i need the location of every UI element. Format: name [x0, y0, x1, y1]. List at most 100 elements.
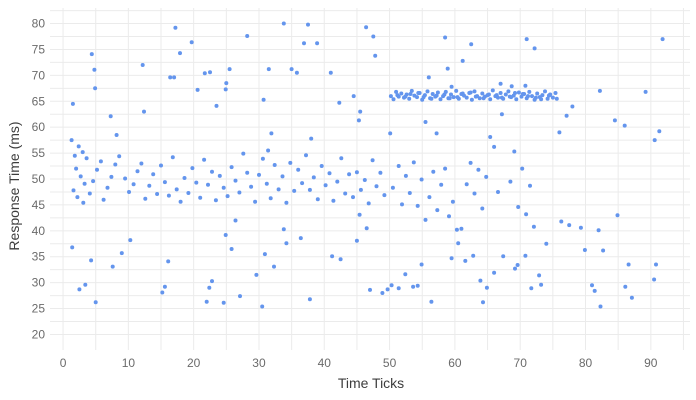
- data-point: [403, 94, 408, 99]
- data-point: [357, 212, 362, 217]
- data-point: [484, 174, 489, 179]
- data-point: [110, 264, 115, 269]
- data-point: [472, 89, 477, 94]
- data-point: [364, 226, 369, 231]
- data-point: [652, 138, 657, 143]
- data-point: [415, 283, 420, 288]
- data-point: [612, 118, 617, 123]
- data-point: [109, 174, 114, 179]
- data-point: [449, 256, 454, 261]
- data-point: [343, 191, 348, 196]
- data-point: [207, 285, 212, 290]
- data-point: [396, 286, 401, 291]
- data-point: [524, 37, 529, 42]
- data-point: [492, 270, 497, 275]
- data-point: [189, 40, 194, 45]
- data-point: [93, 300, 98, 305]
- data-point: [178, 51, 182, 56]
- data-point: [407, 191, 412, 195]
- data-point: [516, 205, 521, 209]
- data-point: [368, 287, 372, 292]
- data-point: [533, 95, 538, 100]
- data-point: [596, 228, 601, 233]
- data-point: [75, 195, 80, 200]
- data-point: [463, 258, 468, 263]
- data-point: [83, 282, 88, 287]
- data-point: [280, 174, 285, 179]
- data-point: [380, 291, 385, 295]
- data-point: [315, 41, 320, 46]
- data-point: [426, 75, 431, 80]
- data-point: [82, 181, 87, 186]
- data-point: [537, 273, 542, 278]
- data-point: [471, 253, 476, 258]
- data-point: [460, 58, 465, 63]
- data-point: [528, 183, 532, 188]
- data-point: [512, 149, 517, 154]
- data-point: [476, 167, 481, 172]
- data-point: [93, 86, 98, 91]
- data-point: [166, 193, 171, 198]
- data-point: [354, 238, 359, 243]
- y-tick-label: 30: [32, 276, 46, 290]
- data-point: [399, 91, 404, 96]
- data-point: [306, 22, 310, 27]
- data-point: [443, 166, 448, 171]
- data-point: [229, 165, 234, 170]
- data-point: [69, 138, 74, 143]
- data-point: [601, 248, 606, 253]
- data-point: [652, 277, 657, 282]
- data-point: [358, 187, 363, 192]
- data-point: [503, 92, 508, 97]
- data-point: [524, 212, 529, 217]
- data-point: [545, 96, 550, 101]
- data-point: [544, 241, 549, 246]
- data-point: [509, 84, 514, 89]
- data-point: [507, 94, 512, 99]
- data-point: [335, 179, 340, 184]
- data-point: [454, 227, 459, 232]
- data-point: [147, 183, 152, 188]
- data-point: [480, 91, 485, 96]
- data-point: [249, 184, 254, 189]
- data-point: [366, 201, 371, 206]
- y-tick-label: 60: [32, 120, 46, 134]
- data-point: [443, 35, 448, 40]
- data-point: [190, 166, 195, 171]
- data-point: [539, 282, 544, 287]
- data-point: [530, 94, 534, 99]
- data-point: [460, 91, 465, 96]
- data-point: [272, 163, 277, 167]
- data-point: [139, 161, 144, 166]
- data-point: [302, 41, 306, 46]
- data-point: [84, 156, 89, 161]
- data-point: [494, 93, 499, 98]
- data-point: [598, 304, 603, 309]
- data-point: [490, 88, 495, 93]
- data-point: [622, 123, 627, 128]
- data-point: [557, 130, 562, 135]
- data-point: [288, 160, 293, 165]
- data-point: [449, 84, 454, 89]
- data-point: [643, 89, 648, 94]
- data-point: [254, 272, 259, 277]
- data-point: [347, 172, 352, 177]
- data-point: [174, 187, 179, 192]
- data-point: [590, 283, 594, 288]
- data-point: [328, 70, 333, 75]
- x-tick-label: 70: [514, 356, 528, 370]
- y-tick-label: 45: [32, 198, 46, 212]
- data-point: [435, 208, 440, 213]
- data-point: [309, 136, 314, 141]
- data-point: [623, 284, 628, 289]
- data-point: [269, 131, 274, 136]
- data-point: [434, 93, 439, 98]
- data-point: [170, 155, 175, 160]
- data-point: [554, 96, 559, 101]
- data-point: [654, 262, 658, 267]
- data-point: [338, 257, 343, 262]
- data-point: [416, 91, 421, 95]
- data-point: [315, 197, 320, 202]
- data-point: [194, 180, 199, 185]
- data-point: [529, 286, 534, 291]
